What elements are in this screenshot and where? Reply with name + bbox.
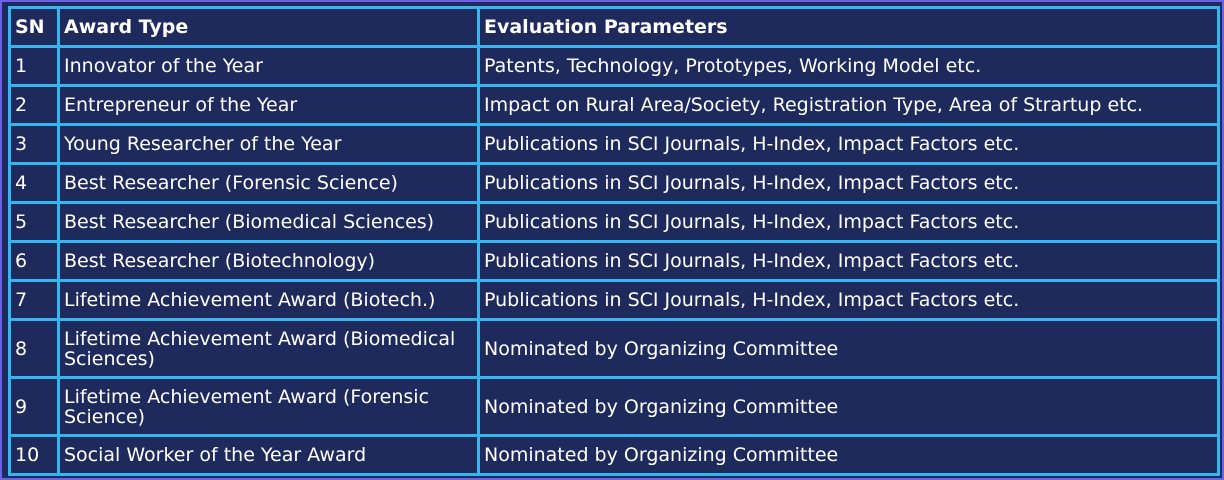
row-sn: 5 [8, 201, 60, 243]
row-sn: 8 [8, 318, 60, 379]
row-evaluation-parameters: Publications in SCI Journals, H-Index, I… [477, 240, 1220, 282]
row-evaluation-parameters: Publications in SCI Journals, H-Index, I… [477, 279, 1220, 321]
row-evaluation-parameters: Impact on Rural Area/Society, Registrati… [477, 84, 1220, 126]
table-row: 2 Entrepreneur of the Year Impact on Rur… [8, 84, 1220, 126]
row-evaluation-parameters: Publications in SCI Journals, H-Index, I… [477, 201, 1220, 243]
table-row: 5 Best Researcher (Biomedical Sciences) … [8, 201, 1220, 243]
table-row: 7 Lifetime Achievement Award (Biotech.) … [8, 279, 1220, 321]
table-row: 8 Lifetime Achievement Award (Biomedical… [8, 318, 1220, 379]
row-evaluation-parameters: Publications in SCI Journals, H-Index, I… [477, 123, 1220, 165]
row-award-type: Social Worker of the Year Award [57, 434, 480, 476]
row-award-type: Entrepreneur of the Year [57, 84, 480, 126]
header-evaluation-parameters: Evaluation Parameters [477, 6, 1220, 48]
row-evaluation-parameters: Publications in SCI Journals, H-Index, I… [477, 162, 1220, 204]
row-award-type: Innovator of the Year [57, 45, 480, 87]
row-evaluation-parameters: Patents, Technology, Prototypes, Working… [477, 45, 1220, 87]
header-sn: SN [8, 6, 60, 48]
awards-table: SN Award Type Evaluation Parameters 1 In… [8, 6, 1220, 476]
row-sn: 4 [8, 162, 60, 204]
row-sn: 1 [8, 45, 60, 87]
table-row: 10 Social Worker of the Year Award Nomin… [8, 434, 1220, 476]
row-award-type: Lifetime Achievement Award (Forensic Sci… [57, 376, 480, 437]
row-evaluation-parameters: Nominated by Organizing Committee [477, 318, 1220, 379]
table-row: 1 Innovator of the Year Patents, Technol… [8, 45, 1220, 87]
table-row: 6 Best Researcher (Biotechnology) Public… [8, 240, 1220, 282]
row-award-type: Young Researcher of the Year [57, 123, 480, 165]
row-sn: 10 [8, 434, 60, 476]
table-row: 9 Lifetime Achievement Award (Forensic S… [8, 376, 1220, 437]
row-award-type: Lifetime Achievement Award (Biotech.) [57, 279, 480, 321]
row-sn: 7 [8, 279, 60, 321]
header-award-type: Award Type [57, 6, 480, 48]
row-evaluation-parameters: Nominated by Organizing Committee [477, 376, 1220, 437]
table-row: 4 Best Researcher (Forensic Science) Pub… [8, 162, 1220, 204]
row-award-type: Lifetime Achievement Award (Biomedical S… [57, 318, 480, 379]
row-evaluation-parameters: Nominated by Organizing Committee [477, 434, 1220, 476]
header-row: SN Award Type Evaluation Parameters [8, 6, 1220, 48]
row-sn: 3 [8, 123, 60, 165]
row-award-type: Best Researcher (Forensic Science) [57, 162, 480, 204]
row-award-type: Best Researcher (Biotechnology) [57, 240, 480, 282]
table-row: 3 Young Researcher of the Year Publicati… [8, 123, 1220, 165]
row-sn: 9 [8, 376, 60, 437]
row-award-type: Best Researcher (Biomedical Sciences) [57, 201, 480, 243]
row-sn: 2 [8, 84, 60, 126]
row-sn: 6 [8, 240, 60, 282]
